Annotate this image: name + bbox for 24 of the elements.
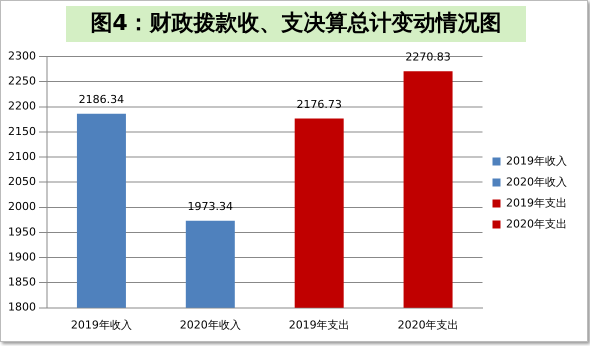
x-tick-label: 2019年收入 (70, 318, 132, 332)
x-tick-label: 2020年支出 (398, 318, 459, 332)
y-tick-label: 2300 (8, 49, 36, 62)
x-tick-label: 2020年收入 (180, 318, 241, 332)
legend-label: 2019年支出 (506, 196, 568, 210)
y-tick-label: 2250 (8, 74, 36, 88)
data-label: 1973.34 (188, 200, 234, 214)
y-tick-label: 2050 (8, 175, 36, 188)
y-tick-label: 1800 (8, 300, 36, 314)
y-tick-label: 1900 (8, 250, 36, 264)
y-tick-label: 2000 (8, 200, 36, 214)
y-tick-label: 2200 (8, 100, 36, 113)
data-label: 2270.83 (405, 50, 451, 64)
chart-title: 图4：财政拨款收、支决算总计变动情况图 (66, 6, 526, 42)
legend-label: 2019年收入 (506, 154, 568, 168)
x-tick-label: 2019年支出 (288, 318, 350, 332)
y-tick-label: 1950 (8, 225, 36, 238)
y-tick-label: 2150 (8, 124, 36, 138)
data-label: 2176.73 (296, 98, 342, 111)
legend-label: 2020年收入 (506, 175, 568, 188)
y-tick-label: 1850 (8, 276, 36, 289)
legend-label: 2020年支出 (506, 217, 568, 230)
y-tick-label: 2100 (8, 150, 36, 163)
data-label: 2186.34 (78, 93, 124, 106)
